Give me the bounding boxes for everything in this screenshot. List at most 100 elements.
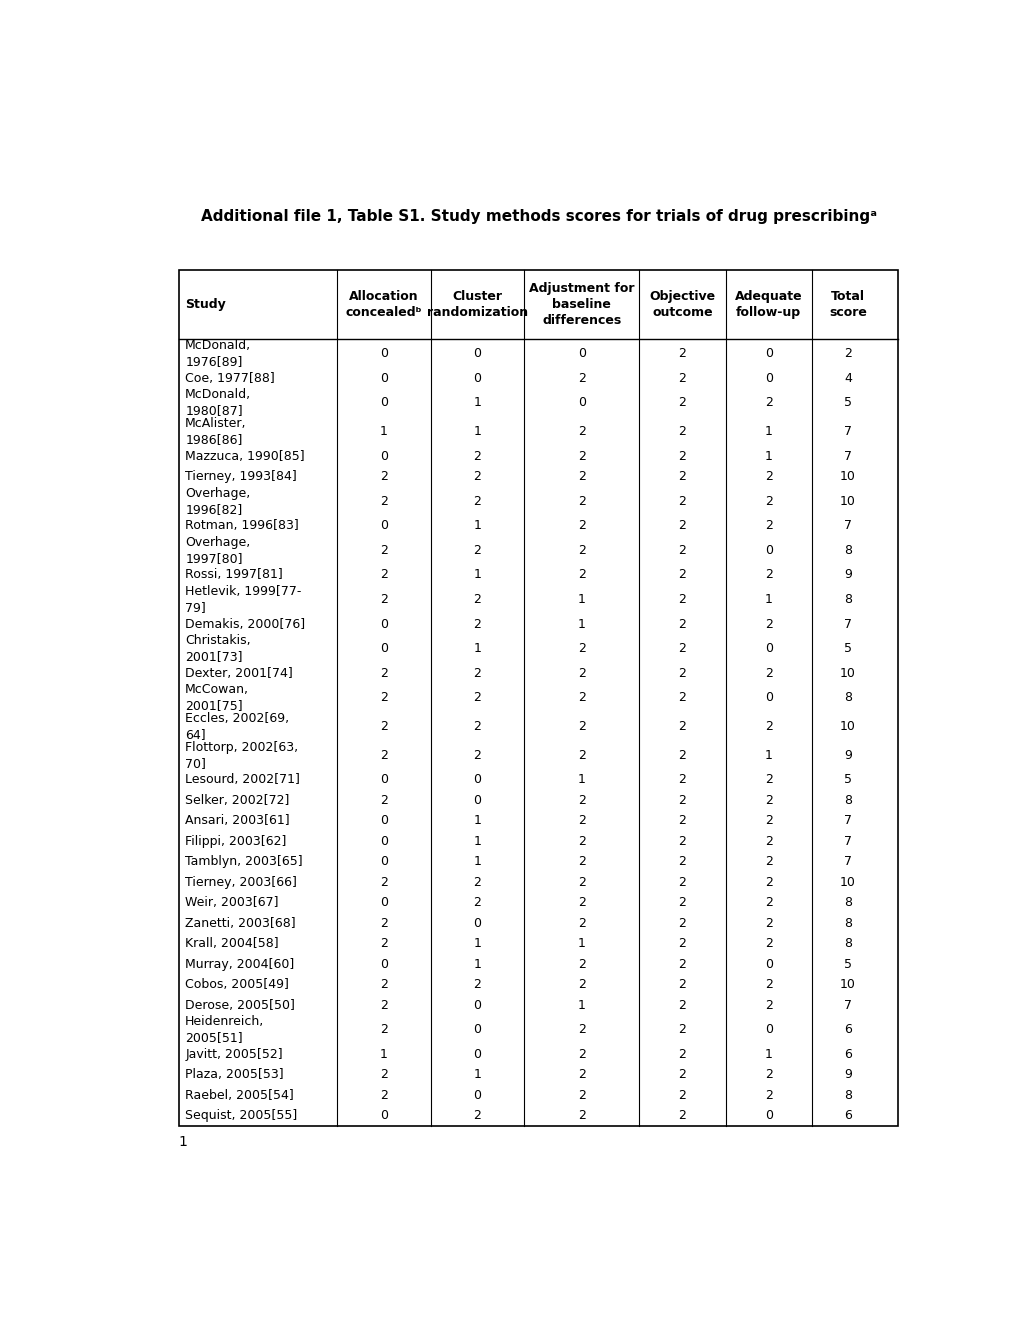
Text: Lesourd, 2002[71]: Lesourd, 2002[71] (185, 774, 300, 787)
Text: 2: 2 (577, 916, 585, 929)
Text: 9: 9 (843, 748, 851, 762)
Text: 5: 5 (843, 958, 851, 970)
Text: 2: 2 (380, 569, 387, 581)
Text: 2: 2 (577, 719, 585, 733)
Text: 0: 0 (379, 1109, 387, 1122)
Text: 1: 1 (764, 593, 772, 606)
Bar (178, 271, 898, 1126)
Text: 1: 1 (764, 450, 772, 462)
Text: 2: 2 (577, 1068, 585, 1081)
Text: 2: 2 (577, 569, 585, 581)
Text: 2: 2 (678, 896, 686, 909)
Text: 7: 7 (843, 999, 851, 1011)
Text: 2: 2 (577, 450, 585, 462)
Text: 1: 1 (577, 593, 585, 606)
Text: 2: 2 (380, 1023, 387, 1036)
Text: 0: 0 (379, 450, 387, 462)
Text: 2: 2 (764, 519, 772, 532)
Text: 0: 0 (577, 347, 585, 360)
Text: 2: 2 (764, 569, 772, 581)
Text: 10: 10 (839, 667, 855, 680)
Text: 2: 2 (473, 1109, 481, 1122)
Text: 7: 7 (843, 618, 851, 631)
Text: 2: 2 (764, 667, 772, 680)
Text: 2: 2 (473, 748, 481, 762)
Text: 1: 1 (764, 748, 772, 762)
Text: 0: 0 (379, 347, 387, 360)
Text: 2: 2 (678, 834, 686, 847)
Text: 2: 2 (380, 875, 387, 888)
Text: 10: 10 (839, 470, 855, 483)
Text: 0: 0 (764, 544, 772, 557)
Text: 2: 2 (764, 1068, 772, 1081)
Text: 1: 1 (473, 569, 481, 581)
Text: 9: 9 (843, 1068, 851, 1081)
Text: Coe, 1977[88]: Coe, 1977[88] (185, 372, 275, 384)
Text: Ansari, 2003[61]: Ansari, 2003[61] (185, 814, 289, 828)
Text: 1: 1 (473, 396, 481, 409)
Text: Adequate
follow-up: Adequate follow-up (735, 290, 802, 319)
Text: Javitt, 2005[52]: Javitt, 2005[52] (185, 1048, 282, 1061)
Text: 1: 1 (473, 958, 481, 970)
Text: Tamblyn, 2003[65]: Tamblyn, 2003[65] (185, 855, 303, 869)
Text: 2: 2 (380, 1089, 387, 1102)
Text: 0: 0 (764, 642, 772, 655)
Text: 2: 2 (678, 618, 686, 631)
Text: Study: Study (185, 298, 226, 312)
Text: 0: 0 (764, 1109, 772, 1122)
Text: Allocation
concealedᵇ: Allocation concealedᵇ (345, 290, 422, 319)
Text: 2: 2 (577, 495, 585, 508)
Text: 2: 2 (473, 593, 481, 606)
Text: 7: 7 (843, 450, 851, 462)
Text: Total
score: Total score (828, 290, 866, 319)
Text: 2: 2 (577, 748, 585, 762)
Text: 0: 0 (764, 1023, 772, 1036)
Text: 0: 0 (764, 372, 772, 384)
Text: 4: 4 (843, 372, 851, 384)
Text: 1: 1 (473, 642, 481, 655)
Text: 2: 2 (764, 875, 772, 888)
Text: 0: 0 (473, 793, 481, 807)
Text: 2: 2 (473, 544, 481, 557)
Text: 0: 0 (473, 372, 481, 384)
Text: 7: 7 (843, 855, 851, 869)
Text: 2: 2 (764, 937, 772, 950)
Text: 2: 2 (678, 519, 686, 532)
Text: 2: 2 (473, 896, 481, 909)
Text: 2: 2 (678, 916, 686, 929)
Text: 8: 8 (843, 544, 851, 557)
Text: 2: 2 (380, 667, 387, 680)
Text: 10: 10 (839, 495, 855, 508)
Text: 2: 2 (678, 642, 686, 655)
Text: 2: 2 (577, 470, 585, 483)
Text: 2: 2 (678, 999, 686, 1011)
Text: 0: 0 (379, 618, 387, 631)
Text: 2: 2 (678, 544, 686, 557)
Text: 2: 2 (678, 748, 686, 762)
Text: 0: 0 (379, 896, 387, 909)
Text: 2: 2 (764, 916, 772, 929)
Text: 0: 0 (473, 774, 481, 787)
Text: 2: 2 (473, 618, 481, 631)
Text: 2: 2 (764, 978, 772, 991)
Text: Sequist, 2005[55]: Sequist, 2005[55] (185, 1109, 298, 1122)
Text: 0: 0 (379, 396, 387, 409)
Text: Filippi, 2003[62]: Filippi, 2003[62] (185, 834, 286, 847)
Text: 2: 2 (577, 855, 585, 869)
Text: 2: 2 (380, 593, 387, 606)
Text: Objective
outcome: Objective outcome (649, 290, 714, 319)
Text: 2: 2 (764, 719, 772, 733)
Text: 2: 2 (764, 834, 772, 847)
Text: Zanetti, 2003[68]: Zanetti, 2003[68] (185, 916, 296, 929)
Text: 2: 2 (473, 667, 481, 680)
Text: 8: 8 (843, 593, 851, 606)
Text: 1: 1 (380, 425, 387, 438)
Text: 2: 2 (764, 999, 772, 1011)
Text: Overhage,
1997[80]: Overhage, 1997[80] (185, 536, 251, 565)
Text: Dexter, 2001[74]: Dexter, 2001[74] (185, 667, 292, 680)
Text: Hetlevik, 1999[77-
79]: Hetlevik, 1999[77- 79] (185, 585, 302, 614)
Text: 0: 0 (379, 814, 387, 828)
Text: 2: 2 (678, 875, 686, 888)
Text: 2: 2 (577, 958, 585, 970)
Text: 2: 2 (577, 1089, 585, 1102)
